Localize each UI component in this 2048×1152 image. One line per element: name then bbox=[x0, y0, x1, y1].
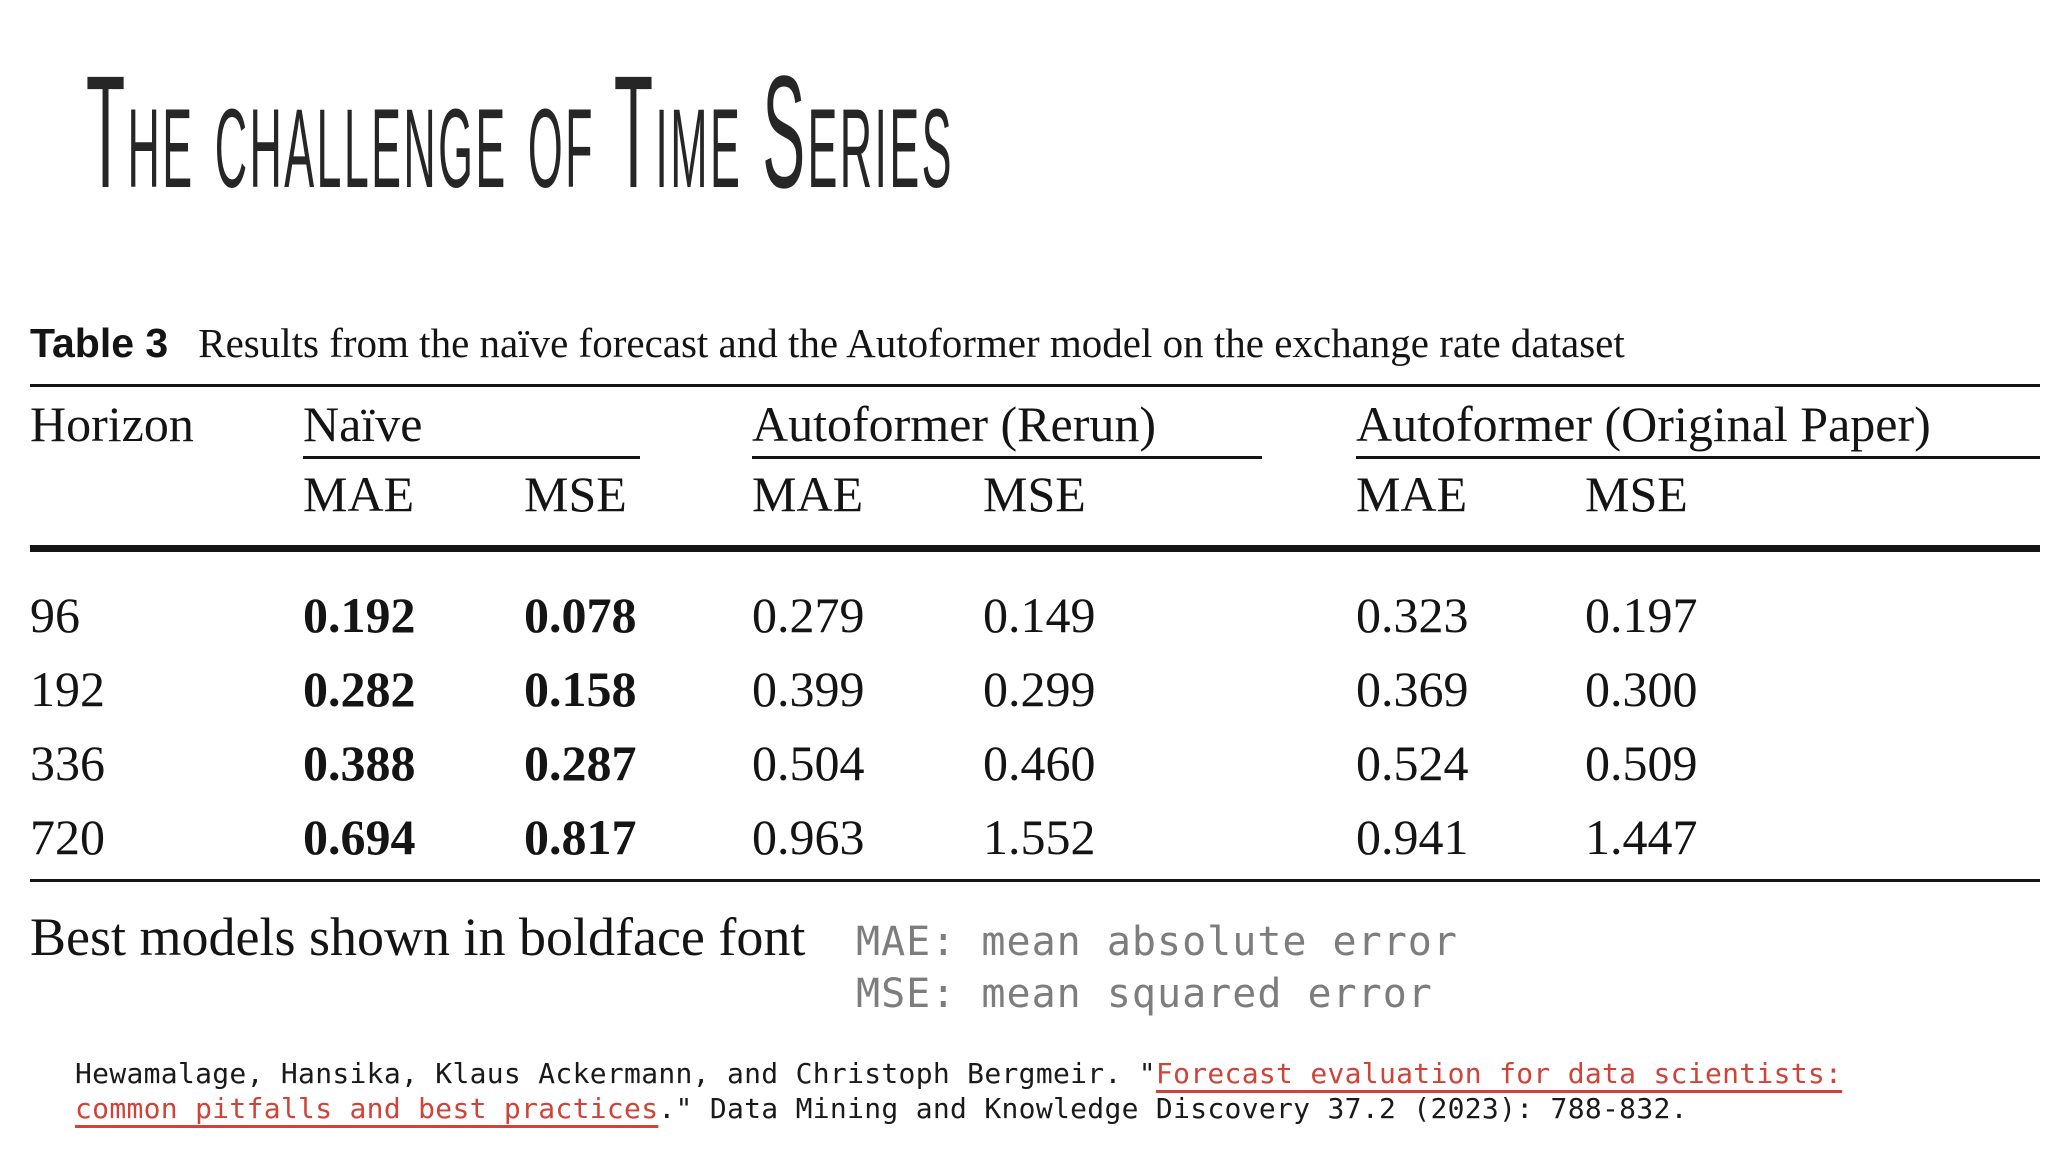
original-mse-value: 0.509 bbox=[1585, 735, 1698, 791]
table-top-rule bbox=[30, 384, 2040, 387]
table-subheader-row: MAE MSE MAE MSE MAE MSE bbox=[30, 468, 2040, 520]
citation-link-part2[interactable]: common pitfalls and best practices bbox=[75, 1092, 659, 1125]
citation-journal: ." Data Mining and Knowledge Discovery 3… bbox=[658, 1092, 1688, 1125]
subheader-spacer bbox=[30, 468, 303, 520]
table-row: 336 0.388 0.287 0.504 0.460 0.524 0.509 bbox=[30, 726, 2040, 800]
horizon-value: 720 bbox=[30, 809, 105, 865]
rerun-mse-value: 0.149 bbox=[983, 587, 1096, 643]
table-row: 720 0.694 0.817 0.963 1.552 0.941 1.447 bbox=[30, 800, 2040, 874]
rerun-mse-value: 1.552 bbox=[983, 809, 1096, 865]
original-mse-value: 0.197 bbox=[1585, 587, 1698, 643]
rerun-mse-value: 0.460 bbox=[983, 735, 1096, 791]
subheader-rerun-mse: MSE bbox=[983, 466, 1086, 522]
rerun-mae-value: 0.279 bbox=[752, 587, 865, 643]
naive-mae-value: 0.388 bbox=[303, 735, 416, 791]
original-mse-value: 0.300 bbox=[1585, 661, 1698, 717]
naive-group-rule bbox=[303, 456, 640, 459]
citation-line-2: common pitfalls and best practices." Dat… bbox=[75, 1091, 1842, 1126]
original-mse-value: 1.447 bbox=[1585, 809, 1698, 865]
naive-mse-value: 0.287 bbox=[524, 735, 637, 791]
citation-link-part1[interactable]: Forecast evaluation for data scientists: bbox=[1155, 1057, 1843, 1090]
table-header-rule bbox=[30, 545, 2040, 552]
table-body: 96 0.192 0.078 0.279 0.149 0.323 0.197 1… bbox=[30, 578, 2040, 874]
slide-title: The challenge of Time Series bbox=[86, 42, 954, 221]
subheader-naive-mae: MAE bbox=[303, 466, 415, 522]
rerun-mae-value: 0.963 bbox=[752, 809, 865, 865]
naive-mae-value: 0.192 bbox=[303, 587, 416, 643]
table-bottom-rule bbox=[30, 879, 2040, 882]
table-footnote: Best models shown in boldface font bbox=[30, 907, 806, 967]
group-header-autoformer-original: Autoformer (Original Paper) bbox=[1356, 396, 1931, 452]
naive-mae-value: 0.694 bbox=[303, 809, 416, 865]
table-caption-label: Table 3 bbox=[30, 320, 169, 366]
subheader-original-mae: MAE bbox=[1356, 466, 1468, 522]
horizon-value: 96 bbox=[30, 587, 80, 643]
rerun-mse-value: 0.299 bbox=[983, 661, 1096, 717]
legend-mae-line: MAE: mean absolute error bbox=[856, 919, 1458, 965]
naive-mse-value: 0.817 bbox=[524, 809, 637, 865]
citation-line-1: Hewamalage, Hansika, Klaus Ackermann, an… bbox=[75, 1056, 1842, 1091]
subheader-original-mse: MSE bbox=[1585, 466, 1688, 522]
horizon-value: 192 bbox=[30, 661, 105, 717]
table-row: 192 0.282 0.158 0.399 0.299 0.369 0.300 bbox=[30, 652, 2040, 726]
group-header-autoformer-rerun: Autoformer (Rerun) bbox=[752, 396, 1157, 452]
original-mae-value: 0.323 bbox=[1356, 587, 1469, 643]
naive-mse-value: 0.078 bbox=[524, 587, 637, 643]
table-caption: Table 3 Results from the naïve forecast a… bbox=[30, 318, 1625, 368]
table-group-header-row: Horizon Naïve Autoformer (Rerun) Autofor… bbox=[30, 398, 2040, 450]
original-mae-value: 0.369 bbox=[1356, 661, 1469, 717]
group-header-naive: Naïve bbox=[303, 396, 423, 452]
table-row: 96 0.192 0.078 0.279 0.149 0.323 0.197 bbox=[30, 578, 2040, 652]
metric-legend: MAE: mean absolute error MSE: mean squar… bbox=[856, 916, 1458, 1020]
column-header-horizon: Horizon bbox=[30, 396, 194, 452]
legend-mse-line: MSE: mean squared error bbox=[856, 971, 1433, 1017]
autoformer-original-group-rule bbox=[1356, 456, 2040, 459]
original-mae-value: 0.524 bbox=[1356, 735, 1469, 791]
table-caption-text: Results from the naïve forecast and the … bbox=[198, 320, 1625, 366]
original-mae-value: 0.941 bbox=[1356, 809, 1469, 865]
citation: Hewamalage, Hansika, Klaus Ackermann, an… bbox=[75, 1056, 1842, 1126]
rerun-mae-value: 0.504 bbox=[752, 735, 865, 791]
autoformer-rerun-group-rule bbox=[752, 456, 1262, 459]
horizon-value: 336 bbox=[30, 735, 105, 791]
subheader-naive-mse: MSE bbox=[524, 466, 627, 522]
naive-mse-value: 0.158 bbox=[524, 661, 637, 717]
subheader-rerun-mae: MAE bbox=[752, 466, 864, 522]
citation-authors: Hewamalage, Hansika, Klaus Ackermann, an… bbox=[75, 1057, 1156, 1090]
naive-mae-value: 0.282 bbox=[303, 661, 416, 717]
rerun-mae-value: 0.399 bbox=[752, 661, 865, 717]
